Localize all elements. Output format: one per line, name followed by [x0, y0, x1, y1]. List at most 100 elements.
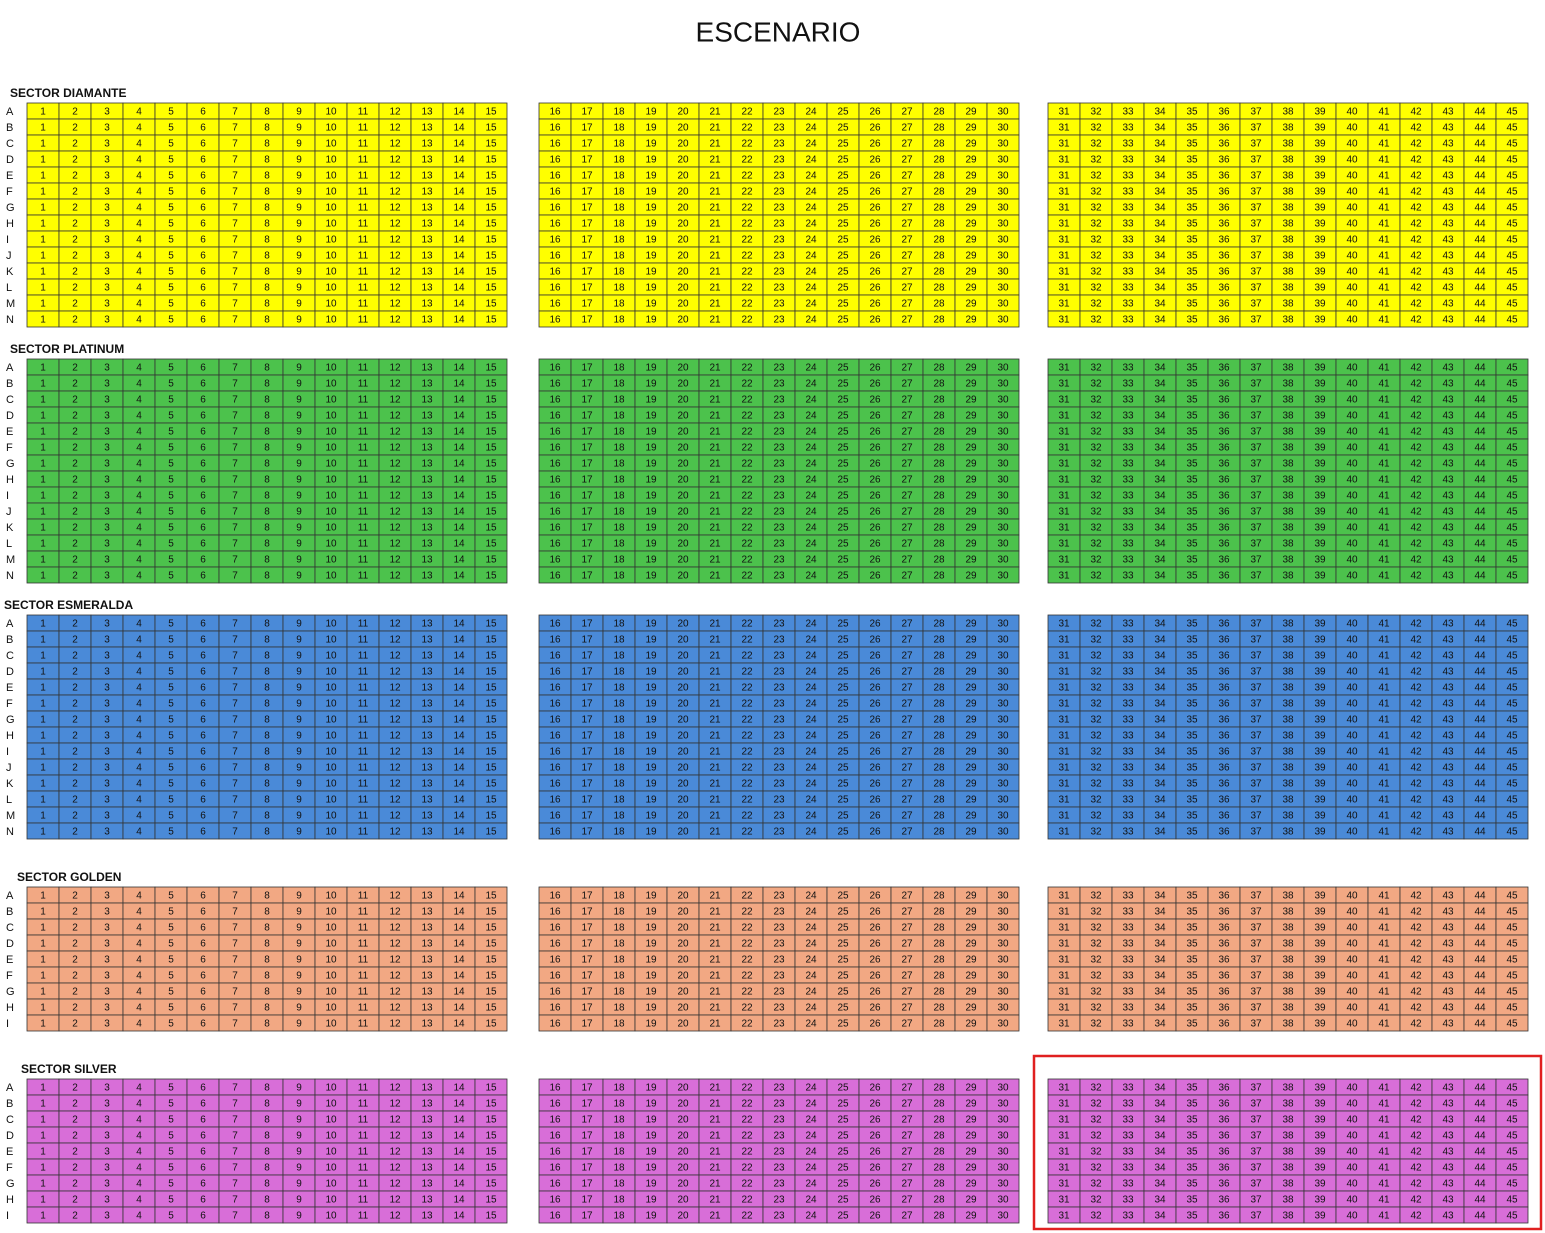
seat-number: 14 — [453, 971, 465, 982]
seat-number: 21 — [709, 411, 721, 422]
seat-number: 40 — [1346, 635, 1358, 646]
seat-number: 21 — [709, 251, 721, 262]
seat-number: 31 — [1058, 107, 1070, 118]
seat-number: 26 — [869, 475, 881, 486]
seat-number: 28 — [933, 379, 945, 390]
seat-number: 1 — [40, 715, 46, 726]
seat-number: 45 — [1506, 395, 1518, 406]
seat-number: 32 — [1090, 763, 1102, 774]
seat-number: 39 — [1314, 571, 1326, 582]
sector-name: SECTOR PLATINUM — [10, 342, 124, 356]
seat-number: 2 — [72, 235, 78, 246]
seat-number: 16 — [549, 747, 561, 758]
seat-number: 3 — [104, 443, 110, 454]
seat-number: 41 — [1378, 635, 1390, 646]
seat-number: 33 — [1122, 955, 1134, 966]
seat-number: 16 — [549, 795, 561, 806]
seat-number: 32 — [1090, 427, 1102, 438]
seat-number: 32 — [1090, 699, 1102, 710]
seat-number: 18 — [613, 971, 625, 982]
seat-number: 7 — [232, 1003, 238, 1014]
seat-number: 18 — [613, 427, 625, 438]
seat-number: 11 — [358, 699, 369, 710]
seat-number: 22 — [741, 251, 753, 262]
seat-number: 3 — [104, 427, 110, 438]
seat-number: 31 — [1058, 219, 1070, 230]
seat-number: 15 — [485, 1131, 497, 1142]
seat-number: 8 — [264, 779, 270, 790]
seat-number: 34 — [1154, 683, 1166, 694]
seat-number: 29 — [965, 379, 977, 390]
seat-number: 24 — [805, 1131, 817, 1142]
seat-number: 12 — [389, 219, 401, 230]
seat-number: 14 — [453, 1003, 465, 1014]
seat-number: 5 — [168, 939, 174, 950]
seat-number: 27 — [901, 779, 913, 790]
seat-number: 31 — [1058, 907, 1070, 918]
seat-number: 11 — [358, 987, 369, 998]
seat-number: 15 — [485, 155, 497, 166]
seat-number: 21 — [709, 939, 721, 950]
seat-number: 30 — [997, 299, 1009, 310]
seat-number: 13 — [421, 523, 433, 534]
seat-number: 7 — [232, 699, 238, 710]
seat-number: 25 — [837, 283, 849, 294]
seat-number: 22 — [741, 475, 753, 486]
seat-number: 39 — [1314, 299, 1326, 310]
seat-number: 14 — [453, 763, 465, 774]
seat-number: 5 — [168, 827, 174, 838]
seat-number: 32 — [1090, 555, 1102, 566]
seat-number: 22 — [741, 891, 753, 902]
seat-number: 34 — [1154, 139, 1166, 150]
seat-number: 44 — [1474, 171, 1486, 182]
seat-number: 17 — [581, 123, 593, 134]
seat-number: 24 — [805, 667, 817, 678]
seat-number: 15 — [485, 523, 497, 534]
seat-number: 10 — [325, 987, 337, 998]
seat-number: 8 — [264, 1019, 270, 1030]
seat-number: 4 — [136, 667, 142, 678]
seat-number: 27 — [901, 1003, 913, 1014]
seat-number: 21 — [709, 811, 721, 822]
seat-number: 37 — [1250, 155, 1262, 166]
seat-number: 5 — [168, 475, 174, 486]
seat-number: 41 — [1378, 507, 1390, 518]
seat-number: 20 — [677, 1083, 689, 1094]
seat-number: 20 — [677, 651, 689, 662]
seat-number: 30 — [997, 939, 1009, 950]
seat-number: 32 — [1090, 219, 1102, 230]
seat-number: 28 — [933, 235, 945, 246]
seat-number: 18 — [613, 699, 625, 710]
seat-number: 7 — [232, 187, 238, 198]
seat-number: 11 — [358, 363, 369, 374]
seat-number: 20 — [677, 555, 689, 566]
seat-number: 3 — [104, 987, 110, 998]
seat-number: 24 — [805, 235, 817, 246]
seat-number: 10 — [325, 155, 337, 166]
seat-number: 39 — [1314, 731, 1326, 742]
seat-number: 30 — [997, 187, 1009, 198]
row-label: L — [6, 538, 12, 550]
seat-number: 23 — [773, 811, 785, 822]
seat-number: 9 — [296, 571, 302, 582]
seat-number: 44 — [1474, 827, 1486, 838]
seat-number: 11 — [358, 491, 369, 502]
seat-number: 36 — [1218, 635, 1230, 646]
seat-number: 38 — [1282, 1131, 1294, 1142]
seat-number: 35 — [1186, 667, 1198, 678]
seat-number: 10 — [325, 827, 337, 838]
seat-number: 13 — [421, 107, 433, 118]
seat-number: 37 — [1250, 171, 1262, 182]
seat-number: 31 — [1058, 315, 1070, 326]
seat-number: 31 — [1058, 363, 1070, 374]
seat-number: 20 — [677, 779, 689, 790]
seat-number: 27 — [901, 459, 913, 470]
row-label: M — [6, 298, 15, 310]
seat-number: 20 — [677, 267, 689, 278]
seat-number: 23 — [773, 1083, 785, 1094]
seat-number: 6 — [200, 619, 206, 630]
seat-number: 36 — [1218, 1083, 1230, 1094]
seat-number: 12 — [389, 539, 401, 550]
seat-number: 40 — [1346, 491, 1358, 502]
seat-number: 45 — [1506, 571, 1518, 582]
